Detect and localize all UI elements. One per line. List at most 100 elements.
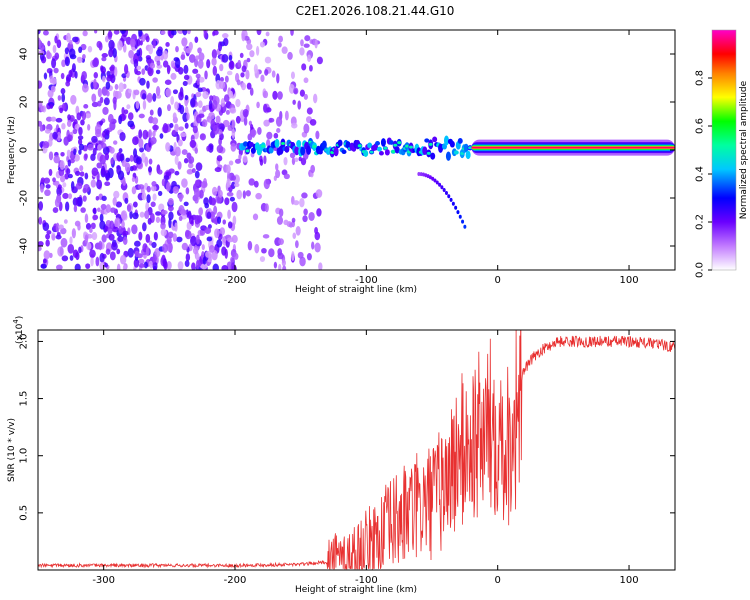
spectrogram-cell [62,182,67,188]
spectrogram-cell [241,65,247,73]
spectrogram-cell [39,52,45,61]
spectrogram-cell [229,196,235,202]
spectrogram-cell [283,219,289,226]
spectrogram-cell [432,136,438,143]
spectrogram-cell [231,264,237,270]
spectrogram-cell [393,143,398,147]
spectrogram-cell [303,93,308,100]
spectrogram-cell [220,98,226,107]
spectrogram-cell [212,263,219,270]
spectrogram-cell [150,136,157,145]
spectrogram-cell [138,258,145,265]
spectrogram-cell [54,197,60,208]
spectrogram-cell [421,172,425,177]
spectrogram-cell [82,195,87,202]
spectrogram-cell [256,30,262,36]
spectrogram-cell [84,153,88,160]
spectrogram-cell [71,228,76,239]
spectrogram-cell [45,233,51,240]
spectrogram-cell [235,98,241,108]
spectrogram-cell [61,93,66,103]
spectrogram-cell [183,74,190,80]
spectrogram-cell [139,40,143,46]
spectrogram-cell [449,140,455,148]
spectrogram-cell [39,125,44,132]
spectrogram-cell [227,124,233,132]
spectrogram-cell [281,259,286,267]
spectrogram-cell [117,170,125,181]
spectrogram-cell [289,222,293,228]
spectrogram-cell [152,124,159,131]
spectrogram-cell [306,252,312,261]
spectrogram-cell [177,139,183,147]
spectrogram-cell [254,243,260,254]
spectrogram-cell [91,232,98,241]
spectrogram-cell [463,224,467,229]
spectrogram-cell [197,87,203,93]
spectrogram-cell [445,151,451,161]
spectrogram-cell [139,211,145,218]
spectrogram-cell [363,149,369,157]
spectrogram-cell [195,234,200,245]
spectrogram-cell [171,129,176,136]
spectrogram-cell [67,173,73,179]
spectrogram-cell [90,222,96,230]
spectrogram-cell [58,224,64,230]
spectrogram-cell [47,40,51,47]
spectrogram-cell [153,231,158,241]
spectrogram-cell [249,50,255,58]
spectrogram-cell [96,179,103,190]
spectrogram-cell [42,222,50,232]
spectrogram-cell [109,220,115,230]
spectrogram-cell [195,252,200,261]
spectrogram-cell [170,95,175,105]
spectrogram-cell [419,172,423,177]
snr-series-line [38,330,675,570]
spectrogram-cell [299,256,306,267]
spectrogram-cell [101,53,108,58]
spectrogram-cell [188,54,196,63]
spectrogram-cell [42,30,49,36]
x-tick-label: -200 [224,275,247,286]
colorbar-frame [711,29,737,271]
spectrogram-cell [196,77,200,86]
spectrogram-cell [225,109,230,115]
spectrogram-cell [129,210,133,220]
spectrogram-cell [183,158,189,164]
spectrogram-cell [76,112,82,121]
spectrogram-cell [57,95,62,101]
spectrogram-cell [169,123,174,129]
spectrogram-cell [56,131,61,142]
spectrogram-cell [264,203,269,213]
spectrogram-cell [77,196,83,207]
spectrogram-cell [72,36,79,43]
spectrogram-cell [93,57,99,66]
spectrogram-cell [291,250,295,262]
spectrogram-cell [81,110,87,121]
spectrogram-cell [243,141,249,147]
spectrogram-cell [76,56,83,62]
x-tick-label: 0 [495,275,501,286]
spectrogram-cell [67,159,71,167]
spectrogram-cell [341,149,347,155]
spectrogram-cell [276,216,284,225]
spectrogram-cell [313,93,318,104]
spectrogram-cell [95,128,102,138]
spectrogram-cell [51,233,56,241]
spectrogram-cell [162,123,169,134]
spectrogram-cell [204,104,211,111]
spectrogram-cell [85,113,92,119]
spectrogram-cell [236,189,243,200]
spectrogram-cell [391,150,396,154]
spectrogram-cell [102,106,109,115]
spectrogram-cell [166,65,171,72]
spectrogram-cell [80,43,87,51]
spectrogram-cell [310,164,316,174]
spectrogram-cell [114,66,118,77]
spectrogram-cell [206,145,211,152]
spectrogram-cell [152,130,156,138]
spectrogram-cell [139,77,146,86]
spectrogram-cell [87,123,91,131]
spectrogram-cell [152,38,156,49]
spectrogram-cell [245,190,251,197]
